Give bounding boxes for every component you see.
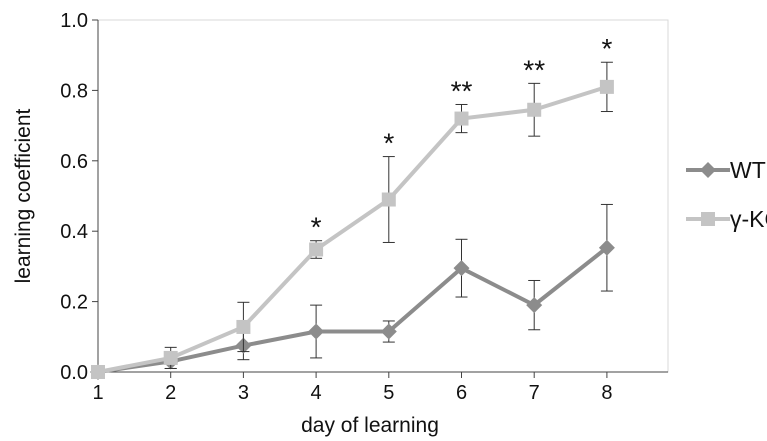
data-point [454, 111, 469, 126]
data-point [598, 239, 615, 256]
y-tick-label: 0.0 [60, 362, 88, 384]
data-point [236, 319, 251, 334]
y-tick-label: 0.6 [60, 151, 88, 173]
significance-marker: * [311, 212, 322, 243]
series-layer [90, 61, 615, 380]
data-point [308, 323, 325, 340]
x-axis-title: day of learning [301, 414, 439, 437]
x-tick-label: 2 [165, 382, 176, 404]
significance-marker: * [601, 33, 612, 64]
legend: WT γ-KO [686, 157, 767, 232]
data-point [163, 350, 178, 365]
data-point [527, 102, 542, 117]
legend-marker [700, 162, 716, 178]
series-line [97, 246, 609, 374]
x-tick-label: 5 [383, 382, 394, 404]
data-point [526, 297, 543, 314]
significance-marker: ** [451, 75, 473, 106]
legend-label: WT [730, 157, 766, 183]
x-axis: 1 2 3 4 5 6 7 8 [92, 371, 668, 404]
data-point [91, 365, 105, 379]
y-tick-label: 0.4 [60, 221, 88, 243]
data-point [381, 192, 396, 207]
y-tick-label: 0.8 [60, 80, 88, 102]
y-tick-label: 0.2 [60, 292, 88, 314]
y-axis-title: learning coefficient [12, 108, 35, 283]
series-gamma-ko [91, 61, 614, 379]
significance-layer: ******* [311, 33, 613, 242]
legend-item: WT [686, 157, 766, 183]
x-tick-label: 7 [529, 382, 540, 404]
legend-marker [701, 212, 715, 226]
data-point [309, 242, 324, 257]
y-tick-label: 1.0 [60, 10, 88, 32]
legend-item: γ-KO [686, 206, 767, 232]
x-tick-label: 3 [238, 382, 249, 404]
data-point [453, 260, 470, 277]
x-tick-label: 1 [92, 382, 103, 404]
significance-marker: * [383, 128, 394, 159]
x-tick-label: 6 [456, 382, 467, 404]
x-tick-label: 8 [601, 382, 612, 404]
data-point [599, 79, 614, 94]
y-axis: 0.0 0.2 0.4 0.6 0.8 1.0 [60, 10, 99, 384]
data-point [380, 323, 397, 340]
significance-marker: ** [523, 54, 545, 85]
series-line [97, 84, 608, 374]
x-tick-label: 4 [311, 382, 322, 404]
legend-label: γ-KO [730, 206, 767, 232]
